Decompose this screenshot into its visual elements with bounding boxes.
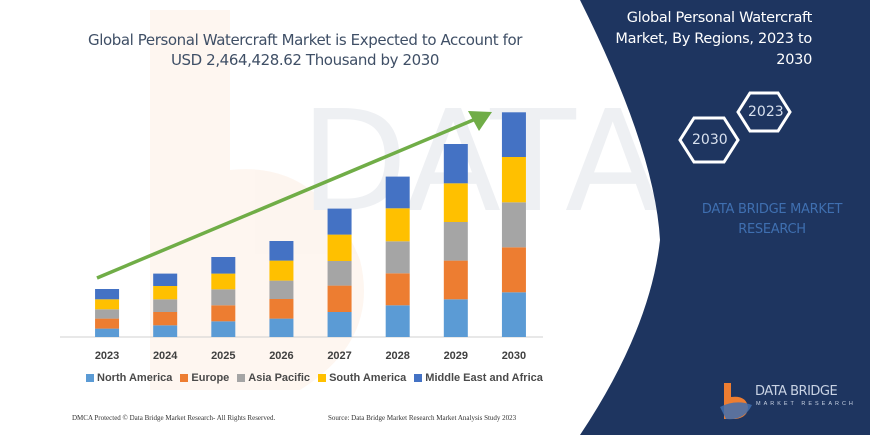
footer-source: Source: Data Bridge Market Research Mark… [328, 414, 517, 422]
legend-label: Europe [191, 372, 230, 384]
bar-segment-middle-east-and-africa-2026 [269, 241, 294, 261]
brand-text: DATA BRIDGE MARKET RESEARCH [672, 200, 870, 240]
bar-segment-middle-east-and-africa-2028 [385, 176, 410, 209]
bar-segment-north-america-2027 [327, 312, 352, 337]
bar-segment-asia-pacific-2027 [327, 261, 352, 286]
bar-segment-asia-pacific-2024 [153, 299, 178, 312]
legend-swatch [180, 374, 189, 382]
bar-segment-north-america-2023 [95, 328, 120, 337]
x-tick-label: 2026 [269, 350, 293, 362]
brand-line-1: DATA BRIDGE MARKET [701, 202, 843, 217]
side-panel-title: Global Personal Watercraft Market, By Re… [592, 8, 812, 71]
footer-copyright: DMCA Protected © Data Bridge Market Rese… [72, 414, 276, 422]
bar-segment-asia-pacific-2025 [211, 289, 236, 306]
bar-segment-europe-2024 [153, 312, 178, 326]
x-tick-label: 2023 [95, 350, 119, 362]
trend-arrow-line [96, 116, 479, 280]
title-line-1: Global Personal Watercraft Market is Exp… [87, 31, 523, 49]
legend-label: North America [97, 372, 173, 384]
x-tick-label: 2029 [444, 350, 468, 362]
logo-name: DATA BRIDGE [755, 384, 838, 399]
x-tick-label: 2024 [153, 350, 178, 362]
bar-segment-south-america-2025 [211, 273, 236, 290]
bar-segment-asia-pacific-2029 [443, 222, 468, 261]
logo-icon [720, 383, 752, 420]
legend-item: Asia Pacific [237, 372, 310, 384]
legend-item: South America [318, 372, 406, 384]
bar-segment-europe-2026 [269, 299, 294, 319]
bar-segment-asia-pacific-2026 [269, 280, 294, 299]
chart-legend: North America Europe Asia Pacific South Ame… [86, 372, 543, 384]
bar-segment-middle-east-and-africa-2025 [211, 257, 236, 274]
side-title-line-3: 2030 [776, 52, 812, 68]
bar-segment-middle-east-and-africa-2024 [153, 273, 178, 286]
legend-swatch [318, 374, 327, 382]
legend-label: Middle East and Africa [425, 372, 543, 384]
side-title-line-1: Global Personal Watercraft [626, 10, 813, 26]
bar-segment-north-america-2028 [385, 305, 410, 337]
bar-segment-south-america-2028 [385, 208, 410, 242]
legend-swatch [414, 374, 423, 382]
bar-segment-asia-pacific-2030 [501, 202, 526, 248]
bar-segment-europe-2027 [327, 285, 352, 312]
legend-label: South America [329, 372, 407, 384]
bar-segment-europe-2028 [385, 273, 410, 306]
bar-segment-middle-east-and-africa-2023 [95, 289, 120, 300]
brand-line-2: RESEARCH [738, 222, 806, 237]
trend-arrow-head [468, 111, 492, 131]
bar-segment-europe-2030 [501, 247, 526, 293]
bar-segment-south-america-2027 [327, 234, 352, 261]
bar-segment-north-america-2029 [443, 299, 468, 337]
bar-segment-europe-2025 [211, 305, 236, 322]
bar-segment-south-america-2024 [153, 286, 178, 300]
bar-segment-north-america-2025 [211, 321, 236, 337]
legend-swatch [86, 374, 94, 382]
bar-segment-asia-pacific-2023 [95, 309, 120, 319]
bar-segment-north-america-2030 [501, 292, 526, 337]
stacked-bar-chart: 2023 2024 2025 2026 2027 2028 2029 2030 [60, 111, 543, 362]
title-line-2: USD 2,464,428.62 Thousand by 2030 [170, 51, 440, 69]
bar-segment-asia-pacific-2028 [385, 241, 410, 274]
side-panel-bg [580, 0, 870, 435]
bar-segment-north-america-2024 [153, 325, 178, 337]
legend-item: North America [86, 372, 172, 384]
legend-swatch [237, 374, 246, 382]
bar-segment-middle-east-and-africa-2027 [327, 208, 352, 235]
hexagon-2023 [736, 91, 792, 133]
hexagon-2030 [678, 116, 740, 164]
legend-item: Europe [180, 372, 229, 384]
logo-sub: MARKET RESEARCH [756, 401, 856, 407]
chart-title: Global Personal Watercraft Market is Exp… [60, 30, 550, 70]
bar-segment-middle-east-and-africa-2030 [501, 112, 526, 157]
side-title-line-2: Market, By Regions, 2023 to [615, 31, 812, 47]
legend-label: Asia Pacific [248, 372, 311, 384]
bar-segment-europe-2023 [95, 318, 120, 329]
x-tick-label: 2030 [502, 350, 526, 362]
bar-segment-north-america-2026 [269, 318, 294, 337]
hex-label-2030: 2030 [692, 132, 728, 148]
bar-segment-middle-east-and-africa-2029 [443, 144, 468, 184]
legend-item: Middle East and Africa [414, 372, 543, 384]
hex-label-2023: 2023 [748, 104, 784, 120]
x-tick-label: 2025 [211, 350, 235, 362]
bar-segment-south-america-2029 [443, 183, 468, 222]
bar-segment-south-america-2023 [95, 299, 120, 310]
bar-segment-europe-2029 [443, 260, 468, 300]
bar-segment-south-america-2030 [501, 157, 526, 203]
x-tick-label: 2027 [327, 350, 351, 362]
bar-segment-south-america-2026 [269, 260, 294, 281]
x-tick-label: 2028 [385, 350, 409, 362]
